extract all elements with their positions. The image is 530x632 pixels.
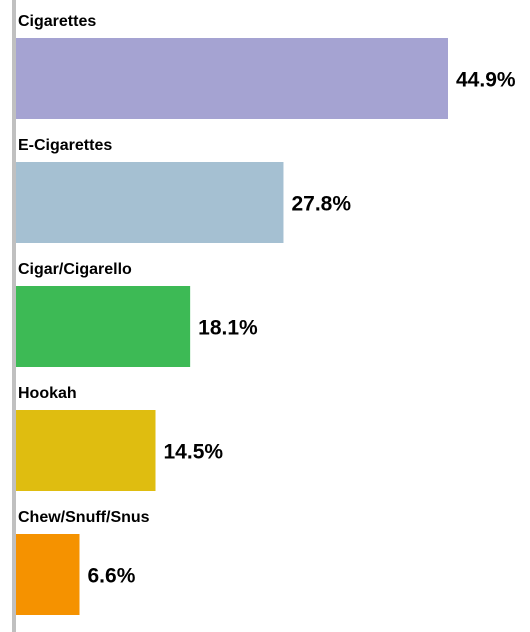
category-label: Cigar/Cigarello bbox=[18, 261, 132, 278]
value-label: 14.5% bbox=[164, 441, 224, 464]
bar bbox=[16, 162, 284, 243]
category-label: Hookah bbox=[18, 385, 77, 402]
bar bbox=[16, 410, 156, 491]
category-label: Chew/Snuff/Snus bbox=[18, 509, 150, 526]
bar bbox=[16, 534, 80, 615]
bar bbox=[16, 286, 191, 367]
category-label: E-Cigarettes bbox=[18, 137, 112, 154]
value-label: 27.8% bbox=[291, 193, 351, 216]
category-label: Cigarettes bbox=[18, 13, 96, 30]
bars-group: Cigarettes 44.9% E-Cigarettes 27.8% Cigar/Ci… bbox=[16, 13, 516, 615]
value-label: 6.6% bbox=[88, 565, 136, 588]
value-label: 18.1% bbox=[198, 317, 258, 340]
value-label: 44.9% bbox=[456, 69, 516, 92]
bar bbox=[16, 38, 448, 119]
